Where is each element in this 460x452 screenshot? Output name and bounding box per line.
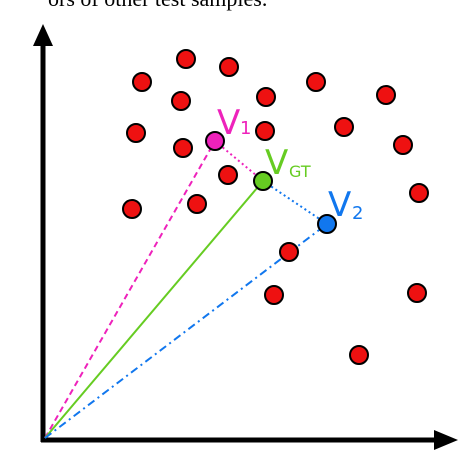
sample-point	[126, 123, 146, 143]
sample-point	[122, 199, 142, 219]
sample-point	[256, 87, 276, 107]
v2-vector	[44, 223, 328, 439]
sample-point	[187, 194, 207, 214]
sample-point	[173, 138, 193, 158]
vgt-to-v2-connector	[262, 180, 328, 225]
sample-points	[122, 49, 429, 365]
sample-point	[176, 49, 196, 69]
sample-point	[219, 57, 239, 77]
v1-point	[205, 131, 225, 151]
sample-point	[171, 91, 191, 111]
v1-label: V 1	[217, 103, 251, 143]
x-axis-arrow-icon	[434, 430, 458, 450]
vgt-vector	[44, 180, 264, 439]
sample-point	[409, 183, 429, 203]
sample-point	[407, 283, 427, 303]
v2-label-sub: 2	[352, 203, 363, 224]
vectors	[44, 140, 328, 439]
y-axis-arrow-icon	[33, 24, 53, 46]
sample-point	[393, 135, 413, 155]
v1-label-sub: 1	[240, 118, 251, 139]
sample-point	[264, 285, 284, 305]
sample-point	[132, 72, 152, 92]
sample-point	[349, 345, 369, 365]
caption-fragment: ors of other test samples.	[48, 0, 267, 11]
sample-point	[376, 85, 396, 105]
sample-point	[279, 242, 299, 262]
sample-point	[306, 72, 326, 92]
sample-point	[334, 117, 354, 137]
vgt-point	[253, 171, 273, 191]
vgt-label: V GT	[265, 143, 311, 183]
connectors	[214, 140, 328, 225]
highlighted-points	[205, 131, 337, 234]
v1-vector	[44, 140, 216, 439]
v1-label-main: V	[217, 103, 240, 143]
sample-point	[218, 165, 238, 185]
v2-label: V 2	[328, 185, 363, 225]
v1-to-vgt-connector	[214, 140, 264, 182]
vgt-label-main: V	[265, 143, 288, 183]
v2-point	[317, 214, 337, 234]
v2-label-main: V	[328, 185, 351, 225]
sample-point	[255, 121, 275, 141]
vgt-label-sub: GT	[289, 162, 311, 181]
axes	[33, 24, 458, 450]
